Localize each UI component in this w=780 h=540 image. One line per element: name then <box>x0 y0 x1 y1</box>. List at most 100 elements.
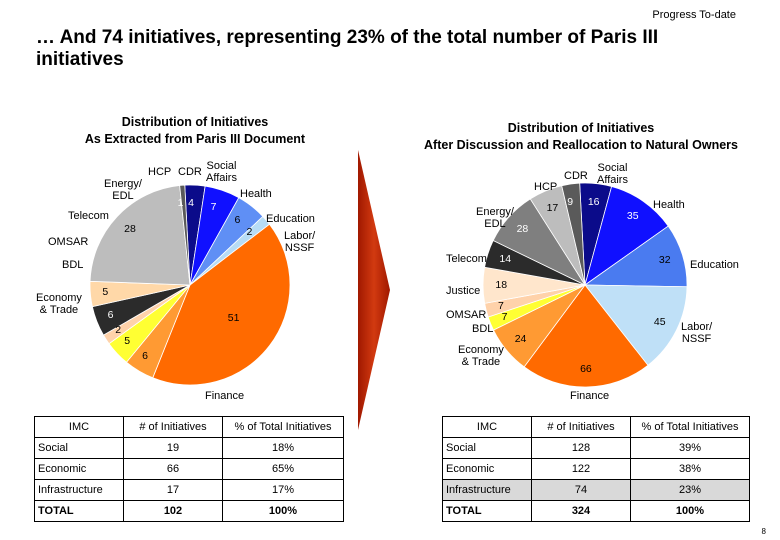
pie-value-label: 24 <box>514 332 527 345</box>
table-row: Economic 122 38% <box>442 458 750 480</box>
pie-value-label: 9 <box>567 196 574 209</box>
section-tag: Progress To-date <box>652 9 736 21</box>
pie-value-label: 2 <box>246 225 253 238</box>
pie-slice-cdr <box>561 182 586 286</box>
pie-value-label: 32 <box>658 254 671 267</box>
table-cell: Infrastructure <box>442 479 532 501</box>
pie-value-label: 5 <box>102 286 109 299</box>
pie-slice-health <box>584 186 669 286</box>
left-label-social: Social Affairs <box>206 160 237 184</box>
pie-value-label: 5 <box>124 335 131 348</box>
right-label-hcp: HCP <box>534 181 558 193</box>
right-label-labor: Labor/NSSF <box>681 321 713 345</box>
right-label-cdr: CDR <box>564 170 588 182</box>
right-label-justice: Justice <box>446 285 481 297</box>
right-chart-title-line2: After Discussion and Reallocation to Nat… <box>424 138 738 152</box>
pie-slice-finance <box>152 223 291 386</box>
right-label-education: Education <box>690 259 739 271</box>
pie-value-label: 45 <box>653 316 666 329</box>
table-cell: 122 <box>531 458 631 480</box>
right-summary-table: IMC # of Initiatives % of Total Initiati… <box>442 416 750 522</box>
table-header-row: IMC # of Initiatives % of Total Initiati… <box>34 416 344 438</box>
table-row: Infrastructure 17 17% <box>34 479 344 501</box>
page-number: 8 <box>761 527 766 536</box>
table-cell: 128 <box>531 437 631 459</box>
pie-value-label: 4 <box>188 197 194 210</box>
left-label-finance: Finance <box>205 390 245 402</box>
pie-value-label: 35 <box>626 210 639 223</box>
pie-slice-hcp <box>89 185 191 286</box>
pie-value-label: 51 <box>227 312 240 325</box>
table-cell: TOTAL <box>442 500 532 522</box>
table-row: Social 128 39% <box>442 437 750 459</box>
pie-value-label: 18 <box>495 279 508 292</box>
table-cell: Infrastructure <box>34 479 124 501</box>
table-cell: Social <box>34 437 124 459</box>
table-row-total: TOTAL 324 100% <box>442 500 750 522</box>
table-cell: 102 <box>123 500 223 522</box>
table-cell: 100% <box>630 500 750 522</box>
pie-value-label: 7 <box>501 310 508 323</box>
pie-slice-finance <box>523 284 649 388</box>
table-header-row: IMC # of Initiatives % of Total Initiati… <box>442 416 750 438</box>
table-cell: TOTAL <box>34 500 124 522</box>
pie-value-label: 16 <box>587 195 600 208</box>
table-row: Infrastructure 74 23% <box>442 479 750 501</box>
left-label-hcp: HCP <box>148 166 172 178</box>
right-chart-title-line1: Distribution of Initiatives <box>507 121 655 135</box>
right-label-finance: Finance <box>570 390 610 402</box>
left-pie <box>89 184 291 386</box>
table-header: # of Initiatives <box>531 416 631 438</box>
pie-value-label: 6 <box>142 349 149 362</box>
left-label-energy: Energy/EDL <box>104 178 142 202</box>
left-label-telecom: Telecom <box>68 210 109 222</box>
table-cell: 39% <box>630 437 750 459</box>
pie-slice-labor-nssf <box>584 284 688 366</box>
pie-value-label: 1 <box>177 197 184 210</box>
table-cell: 324 <box>531 500 631 522</box>
table-cell: Economic <box>34 458 124 480</box>
left-label-labor: Labor/NSSF <box>284 230 316 254</box>
right-label-energy: Energy/EDL <box>476 206 514 230</box>
pie-value-label: 28 <box>124 222 136 235</box>
left-label-education: Education <box>266 213 315 225</box>
pie-value-label: 7 <box>497 299 504 312</box>
right-label-omsar: OMSAR <box>446 309 487 321</box>
left-label-bdl: BDL <box>62 259 84 271</box>
table-cell: 65% <box>222 458 344 480</box>
right-label-bdl: BDL <box>472 323 494 335</box>
right-chart-title: Distribution of Initiatives After Discus… <box>396 120 766 154</box>
table-cell: 18% <box>222 437 344 459</box>
left-chart-title-line2: As Extracted from Paris III Document <box>84 132 306 146</box>
pie-value-label: 2 <box>115 323 122 336</box>
table-row: Economic 66 65% <box>34 458 344 480</box>
pie-value-label: 28 <box>516 223 529 236</box>
left-label-omsar: OMSAR <box>48 236 89 248</box>
transition-arrow <box>358 150 390 430</box>
pie-slice-cdr <box>179 184 191 286</box>
right-label-economy: Economy & Trade <box>458 344 504 368</box>
left-chart-title-line1: Distribution of Initiatives <box>121 115 269 129</box>
table-cell: 66 <box>123 458 223 480</box>
right-label-social: Social Affairs <box>597 162 628 186</box>
table-cell: 23% <box>630 479 750 501</box>
left-label-health: Health <box>240 188 272 200</box>
slide-title: … And 74 initiatives, representing 23% o… <box>36 27 659 70</box>
pie-value-label: 7 <box>210 201 217 214</box>
table-cell: Social <box>442 437 532 459</box>
table-cell: 17% <box>222 479 344 501</box>
table-header: IMC <box>34 416 124 438</box>
table-cell: 38% <box>630 458 750 480</box>
table-cell: 19 <box>123 437 223 459</box>
table-header: % of Total Initiatives <box>222 416 344 438</box>
left-chart-title: Distribution of Initiatives As Extracted… <box>60 114 330 148</box>
left-summary-table: IMC # of Initiatives % of Total Initiati… <box>34 416 344 522</box>
table-header: % of Total Initiatives <box>630 416 750 438</box>
table-cell: 17 <box>123 479 223 501</box>
pie-value-label: 17 <box>546 201 559 214</box>
table-row: Social 19 18% <box>34 437 344 459</box>
table-row-total: TOTAL 102 100% <box>34 500 344 522</box>
left-label-cdr: CDR <box>178 166 202 178</box>
table-cell: 100% <box>222 500 344 522</box>
